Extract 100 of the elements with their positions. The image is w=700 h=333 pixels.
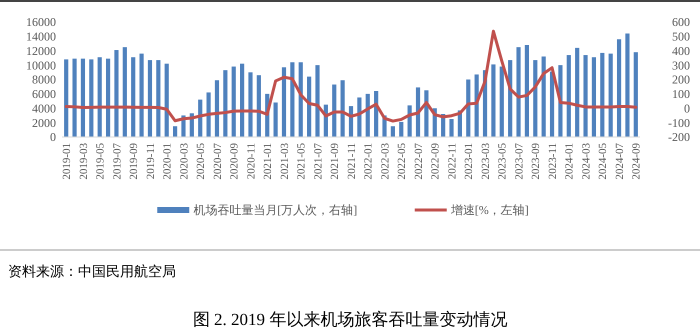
y-tick-label: 4000 — [32, 101, 56, 116]
legend-label: 机场吞吐量当月[万人次，右轴] — [193, 203, 358, 218]
bar — [298, 62, 303, 137]
y2-tick-label: 500 — [672, 30, 690, 44]
bar — [500, 66, 504, 137]
x-tick-label: 2022-11 — [446, 143, 458, 180]
bar — [240, 64, 244, 137]
y2-tick-label: 400 — [672, 44, 690, 58]
bar — [80, 58, 86, 137]
x-tick-label: 2023-03 — [480, 142, 492, 180]
bar — [214, 80, 220, 137]
bar — [106, 58, 110, 137]
x-tick-label: 2023-01 — [463, 143, 476, 180]
bar — [566, 55, 571, 137]
bar — [131, 57, 136, 137]
bar — [625, 34, 630, 137]
bar — [592, 57, 596, 137]
x-tick-label: 2024-09 — [630, 142, 643, 180]
y2-tick-label: 600 — [672, 15, 690, 30]
bar — [616, 39, 622, 137]
bar — [98, 57, 102, 137]
y2-tick-label: 0 — [684, 101, 690, 116]
bar — [172, 126, 178, 137]
x-tick-label: 2022-05 — [396, 142, 408, 180]
x-tick-label: 2024-07 — [614, 142, 626, 180]
x-tick-label: 2024-03 — [580, 142, 592, 180]
y2-tick-label: -100 — [668, 116, 690, 130]
x-tick-label: 2021-11 — [346, 143, 358, 180]
x-tick-label: 2023-09 — [530, 142, 542, 180]
x-tick-label: 2019-07 — [111, 142, 124, 180]
y-tick-label: 14000 — [26, 30, 56, 44]
bar — [332, 84, 336, 137]
x-tick-label: 2023-07 — [513, 142, 526, 180]
bar — [608, 54, 613, 137]
bar — [366, 94, 370, 137]
y2-tick-label: -200 — [668, 130, 690, 144]
x-tick-label: 2019-09 — [128, 142, 140, 180]
x-tick-label: 2022-07 — [412, 142, 425, 180]
bar — [148, 60, 152, 137]
x-tick-label: 2023-11 — [546, 143, 559, 180]
text: 资料来源：中国民用航空局 — [8, 264, 176, 280]
y2-tick-label: 200 — [672, 72, 690, 87]
x-tick-label: 2021-07 — [312, 142, 324, 180]
bar — [466, 80, 470, 137]
bar — [89, 59, 94, 137]
legend-label: 增速[%，左轴] — [450, 203, 529, 218]
y-tick-label: 0 — [50, 130, 56, 144]
x-tick-label: 2021-03 — [278, 142, 291, 180]
bar — [256, 75, 261, 137]
x-tick-label: 2019-05 — [94, 142, 107, 180]
bar — [449, 119, 454, 137]
bar — [542, 56, 546, 137]
x-tick-label: 2021-01 — [262, 143, 274, 180]
bar — [198, 100, 202, 137]
x-tick-label: 2020-11 — [245, 143, 258, 180]
bar — [508, 60, 512, 137]
x-tick-label: 2022-09 — [430, 142, 442, 180]
bar — [315, 65, 320, 137]
x-tick-label: 2020-07 — [212, 142, 224, 180]
bar — [600, 52, 604, 137]
x-tick-label: 2019-03 — [78, 142, 90, 180]
bar — [282, 67, 286, 137]
bar — [516, 47, 521, 137]
bar — [114, 50, 119, 137]
y-tick-label: 10000 — [26, 58, 56, 72]
text: 图 2. 2019 年以来机场旅客吞吐量变动情况 — [192, 310, 508, 329]
bar — [274, 102, 278, 137]
x-tick-label: 2020-01 — [162, 143, 174, 180]
x-tick-label: 2024-05 — [597, 142, 610, 180]
bar — [248, 72, 253, 137]
bar — [575, 48, 580, 137]
y-tick-label: 8000 — [32, 72, 56, 87]
bar — [583, 55, 588, 137]
x-tick-label: 2022-01 — [362, 143, 375, 180]
x-tick-label: 2020-09 — [228, 142, 241, 180]
bar — [399, 122, 404, 137]
x-tick-label: 2022-03 — [379, 142, 392, 180]
y2-tick-label: 100 — [672, 87, 690, 102]
bar — [533, 60, 538, 137]
y-tick-label: 12000 — [26, 44, 56, 58]
line-series — [64, 30, 638, 123]
bar — [223, 70, 228, 137]
bar — [156, 60, 160, 137]
bar — [122, 47, 127, 137]
bar — [491, 64, 496, 137]
x-tick-label: 2019-01 — [61, 143, 74, 180]
bar — [232, 66, 236, 137]
bar — [550, 72, 554, 137]
bar — [64, 59, 68, 137]
x-tick-label: 2023-05 — [496, 142, 509, 180]
bar — [340, 80, 345, 137]
bar — [72, 58, 77, 137]
x-tick-label: 2021-09 — [329, 142, 342, 180]
bar — [524, 45, 530, 137]
x-tick-label: 2020-05 — [195, 142, 208, 180]
y-tick-label: 16000 — [26, 15, 56, 30]
bar — [390, 126, 395, 137]
bar — [139, 54, 144, 137]
x-tick-label: 2019-11 — [144, 143, 157, 180]
bar — [634, 52, 638, 137]
